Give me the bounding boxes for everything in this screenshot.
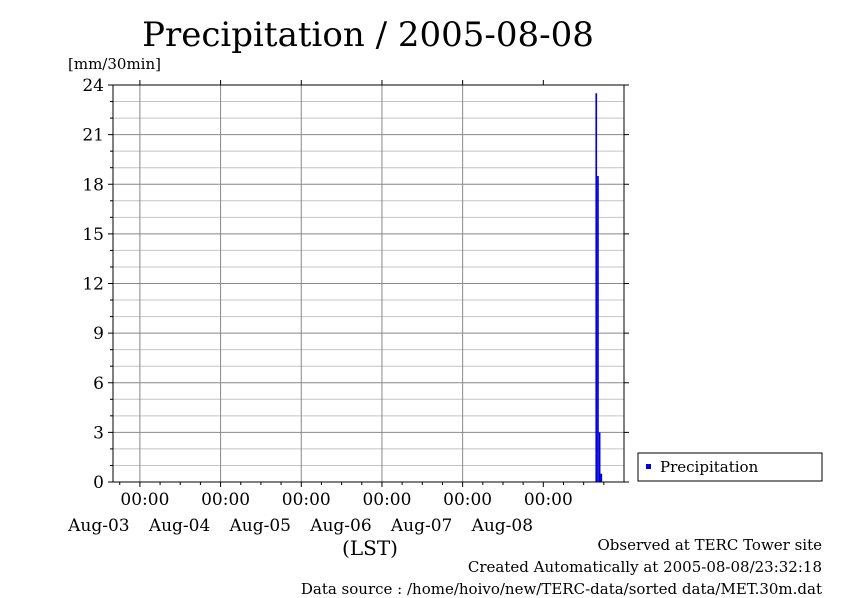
- chart-title: Precipitation / 2005-08-08: [142, 15, 594, 55]
- y-tick-label: 15: [82, 225, 104, 245]
- footer-source: Data source : /home/hoivo/new/TERC-data/…: [300, 580, 822, 598]
- x-tick-time-label: 00:00: [201, 490, 250, 510]
- x-tick-date-label: Aug-06: [309, 516, 371, 536]
- y-axis-label: [mm/30min]: [68, 55, 161, 73]
- x-tick-date-label: Aug-07: [390, 516, 452, 536]
- legend-label: Precipitation: [660, 458, 759, 476]
- y-tick-label: 3: [93, 423, 104, 443]
- x-tick-date-label: Aug-03: [67, 516, 129, 536]
- footer-observed: Observed at TERC Tower site: [597, 536, 822, 554]
- x-tick-date-label: Aug-05: [229, 516, 291, 536]
- precipitation-bar: [600, 473, 603, 482]
- grid: [113, 85, 624, 482]
- x-tick-time-label: 00:00: [362, 490, 411, 510]
- y-tick-label: 9: [93, 324, 104, 344]
- y-tick-label: 24: [82, 76, 104, 96]
- x-tick-time-label: 00:00: [282, 490, 331, 510]
- precipitation-bar: [595, 93, 598, 482]
- legend-box: [637, 452, 823, 482]
- y-tick-label: 18: [82, 175, 104, 195]
- footer-created: Created Automatically at 2005-08-08/23:3…: [467, 558, 822, 576]
- y-tick-label: 0: [93, 473, 104, 493]
- y-tick-label: 6: [93, 374, 104, 394]
- x-tick-date-label: Aug-08: [471, 516, 533, 536]
- x-tick-time-label: 00:00: [443, 490, 492, 510]
- axis-ticks: 0 3 6 9 12 15 18 21 24 00:00 Aug-03 00:00 Aug-04 00:0…: [67, 76, 629, 536]
- x-tick-time-label: 00:00: [120, 490, 169, 510]
- x-tick-date-label: Aug-04: [148, 516, 210, 536]
- x-tick-time-label: 00:00: [524, 490, 573, 510]
- x-axis-label: (LST): [342, 536, 398, 560]
- legend-swatch: [646, 464, 651, 469]
- y-tick-label: 21: [82, 126, 104, 146]
- bars: [595, 93, 603, 482]
- precipitation-bar: [598, 432, 601, 482]
- precipitation-bar: [597, 175, 599, 482]
- y-tick-label: 12: [82, 275, 104, 295]
- legend: Precipitation: [637, 452, 823, 482]
